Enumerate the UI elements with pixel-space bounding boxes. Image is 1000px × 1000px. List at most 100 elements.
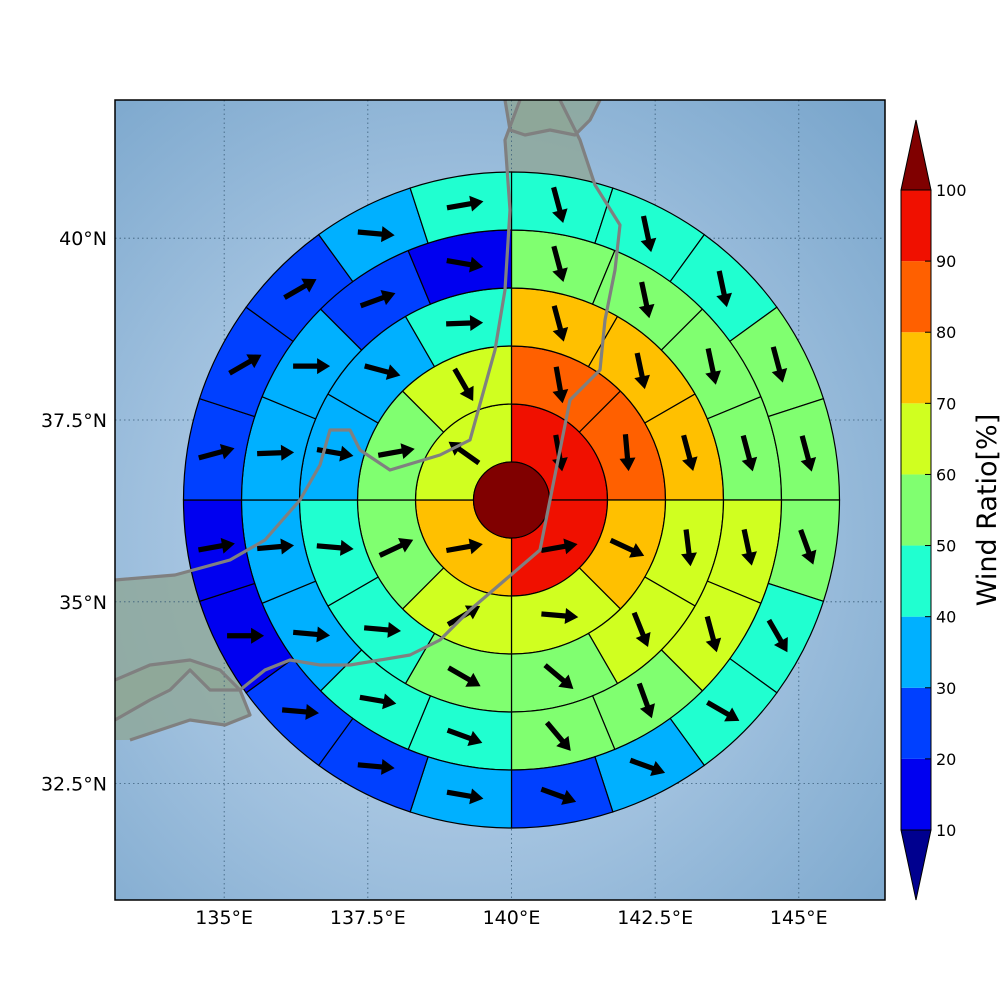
wind-arrow xyxy=(799,435,817,472)
wind-arrow xyxy=(704,615,722,653)
colorbar-tick-label: 20 xyxy=(936,750,956,769)
wind-arrow xyxy=(257,444,295,461)
coastline-hokkaido xyxy=(503,100,602,137)
colorbar-bin xyxy=(901,261,931,333)
wind-arrow xyxy=(228,354,262,376)
center-disk xyxy=(472,461,551,539)
colorbar-bins xyxy=(900,119,932,901)
wind-arrow xyxy=(445,538,483,555)
lon-tick-label: 135°E xyxy=(195,907,253,929)
colorbar-bin xyxy=(901,332,931,404)
wind-arrow xyxy=(363,621,402,638)
coastline-shikoku xyxy=(115,658,252,742)
colorbar-title: Wind Ratio[%] xyxy=(972,414,1000,606)
colorbar-tick-label: 10 xyxy=(936,821,956,840)
wind-arrow xyxy=(706,700,740,722)
colorbar-tick-label: 50 xyxy=(936,537,956,556)
wind-arrow xyxy=(293,358,331,375)
wind-arrow xyxy=(357,226,395,243)
lat-tick-label: 35°N xyxy=(59,592,107,614)
colorbar: 10 20 30 40 50 60 70 80 90 100 Wind Ratio[%] xyxy=(900,119,1000,901)
wind-arrow xyxy=(446,256,484,273)
wind-arrow xyxy=(766,618,788,653)
colorbar-ticks: 10 20 30 40 50 60 70 80 90 100 xyxy=(925,181,967,840)
colorbar-tick-label: 60 xyxy=(936,465,956,484)
lon-tick-label: 137.5°E xyxy=(330,907,406,929)
wind-arrow xyxy=(640,215,657,253)
lon-tick-label: 142.5°E xyxy=(617,907,693,929)
wind-arrow xyxy=(446,315,484,332)
colorbar-tick-label: 70 xyxy=(936,394,956,413)
lon-tick-label: 145°E xyxy=(770,907,828,929)
wind-arrow xyxy=(551,305,569,342)
wind-arrow xyxy=(256,538,295,555)
coastline-east xyxy=(115,100,622,722)
wind-arrow xyxy=(609,537,645,558)
wind-arrow xyxy=(357,758,395,775)
colorbar-extend-min xyxy=(900,829,932,901)
coastline-west xyxy=(115,100,522,582)
wind-arrow xyxy=(197,537,235,554)
wind-arrow xyxy=(377,443,415,460)
lon-tick-label: 140°E xyxy=(483,907,541,929)
colorbar-frame xyxy=(900,189,932,831)
lat-tick-label: 32.5°N xyxy=(41,774,107,796)
lat-tick-label: 37.5°N xyxy=(41,410,107,432)
wind-arrow xyxy=(198,443,235,461)
colorbar-tick-label: 80 xyxy=(936,323,956,342)
wind-arrow xyxy=(681,529,697,567)
land-mass-shikoku xyxy=(115,660,250,740)
wind-arrow xyxy=(316,539,354,556)
wind-arrow xyxy=(452,367,474,401)
wind-arrow xyxy=(798,528,817,565)
colorbar-bin xyxy=(901,474,931,546)
wind-arrow xyxy=(551,245,568,282)
wind-arrow xyxy=(543,663,574,689)
wind-arrow xyxy=(636,682,655,719)
colorbar-bin xyxy=(901,758,931,830)
wind-arrow xyxy=(770,346,788,383)
axis-tick-labels: 135°E 137.5°E 140°E 142.5°E 145°E 40°N 37.5°N 3… xyxy=(41,228,828,929)
wind-arrow xyxy=(283,278,317,300)
wind-arrow xyxy=(629,757,666,776)
wind-arrow xyxy=(552,366,569,404)
wind-arrow xyxy=(634,352,650,390)
colorbar-tick-label: 30 xyxy=(936,679,956,698)
wind-arrow xyxy=(551,186,568,224)
colorbar-tick-label: 100 xyxy=(936,181,967,200)
colorbar-extend-max xyxy=(900,119,932,191)
map-panel[interactable] xyxy=(114,99,886,901)
wind-arrow xyxy=(541,608,579,624)
wind-arrow xyxy=(638,281,655,319)
colorbar-bin xyxy=(901,190,931,262)
wind-arrow xyxy=(619,434,636,472)
wind-arrow xyxy=(292,626,331,643)
wind-arrow xyxy=(705,347,721,385)
wind-arrow xyxy=(716,270,732,308)
colorbar-tick-label: 90 xyxy=(936,252,956,271)
land-mass-hokkaido-tip xyxy=(505,100,600,135)
wind-arrow xyxy=(446,788,484,805)
map-frame xyxy=(114,99,886,901)
wind-arrow xyxy=(544,720,571,751)
wind-arrow xyxy=(359,290,396,309)
wind-arrow xyxy=(364,363,401,380)
colorbar-bin xyxy=(901,403,931,475)
wind-arrow xyxy=(378,538,414,558)
wind-arrow xyxy=(631,611,651,648)
wind-arrow xyxy=(740,434,758,472)
wind-arrow xyxy=(446,727,483,746)
wind-arrow xyxy=(281,703,319,720)
wind-arrow xyxy=(741,528,757,566)
wind-arrow xyxy=(447,665,481,687)
colorbar-bin xyxy=(901,687,931,759)
wind-arrow xyxy=(446,195,484,212)
wind-arrow xyxy=(681,434,698,471)
wind-arrow xyxy=(359,693,397,710)
wind-arrow xyxy=(540,786,577,805)
colorbar-bin xyxy=(901,545,931,617)
wind-arrow xyxy=(540,538,578,555)
colorbar-tick-label: 40 xyxy=(936,608,956,627)
colorbar-bin xyxy=(901,616,931,688)
